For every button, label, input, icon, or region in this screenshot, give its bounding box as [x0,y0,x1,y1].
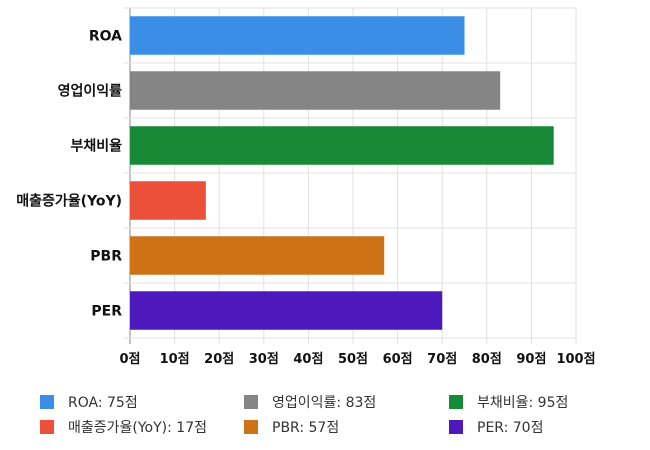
x-tick-label: 30점 [249,352,279,367]
y-tick-label: PER [91,304,122,320]
bar [130,16,465,55]
x-tick-label: 10점 [160,352,190,367]
y-tick-label: PBR [90,249,122,265]
legend-item: ROA: 75점 [40,392,138,412]
bar [130,181,206,220]
legend-label: PER: 70점 [477,420,544,436]
legend-swatch [449,420,463,434]
legend-swatch [244,395,258,409]
legend-label: ROA: 75점 [68,395,138,411]
x-tick-label: 60점 [383,352,413,367]
x-tick-label: 40점 [293,352,323,367]
legend-item: 매출증가율(YoY): 17점 [40,417,207,437]
y-tick-label: ROA [89,29,122,45]
y-tick-label: 영업이익률 [58,83,123,100]
legend-label: 부채비율: 95점 [477,395,569,411]
legend-item: PER: 70점 [449,417,543,437]
bar [130,71,501,110]
legend-swatch [449,395,463,409]
y-tick-label: 부채비율 [70,138,122,155]
x-tick-label: 50점 [338,352,368,367]
legend-item: 부채비율: 95점 [449,392,568,412]
bar [130,236,385,275]
legend-label: 영업이익률: 83점 [272,395,377,411]
legend-swatch [40,395,54,409]
chart-grid [124,7,577,344]
x-tick-label: 70점 [427,352,457,367]
x-tick-label: 90점 [516,352,546,367]
chart-bars [130,16,554,330]
chart-legend: ROA: 75점 영업이익률: 83점 부채비율: 95점 매출증가율(YoY)… [0,388,650,448]
x-tick-label: 100점 [556,352,595,367]
x-tick-label: 20점 [204,352,234,367]
x-tick-label: 0점 [119,352,140,367]
bar [130,126,554,165]
legend-swatch [244,420,258,434]
legend-item: 영업이익률: 83점 [244,392,376,412]
legend-swatch [40,420,54,434]
legend-item: PBR: 57점 [244,417,339,437]
x-axis-labels: 0점 10점 20점 30점 40점 50점 60점 70점 80점 90점 100점 [119,352,595,367]
legend-label: PBR: 57점 [272,420,340,436]
y-tick-label: 매출증가율(YoY) [16,193,122,210]
bar [130,291,443,330]
legend-label: 매출증가율(YoY): 17점 [68,420,207,436]
x-tick-label: 80점 [472,352,502,367]
